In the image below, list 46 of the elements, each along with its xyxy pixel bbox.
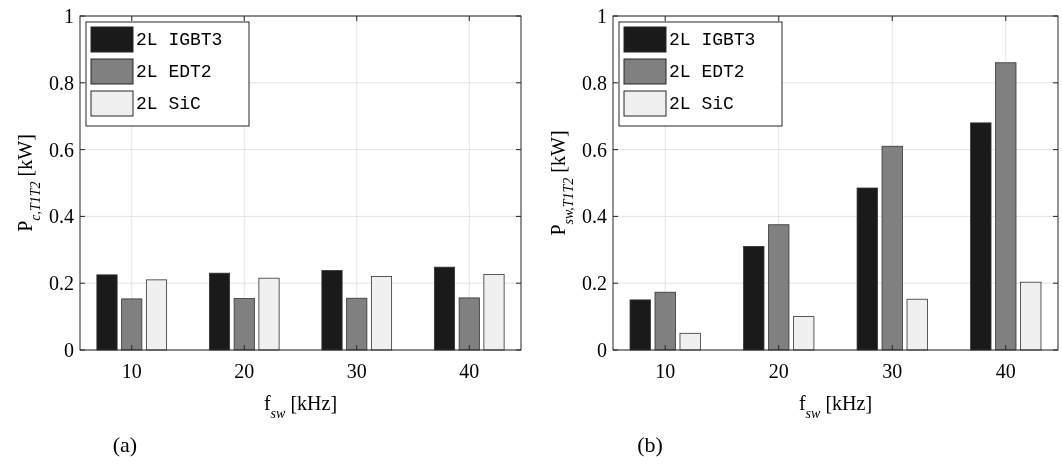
x-tick-label: 10 [655,360,676,382]
y-tick-label: 0.8 [49,71,74,94]
x-tick-label: 30 [882,360,903,382]
bar [679,332,701,351]
bar [233,298,255,351]
x-tick-label: 10 [121,360,142,382]
legend-label: 2L EDT2 [669,62,745,82]
bar [881,145,903,351]
y-tick-label: 0.8 [582,71,607,94]
y-tick-label: 0.6 [582,138,607,161]
y-tick-label: 0 [597,339,607,361]
bar [458,297,480,351]
y-tick-label: 0.2 [49,272,74,295]
legend-label: 2L SiC [136,94,202,114]
legend-label: 2L SiC [669,94,735,114]
bar [258,277,280,351]
x-tick-label: 40 [995,360,1016,382]
x-tick-label: 20 [234,360,255,382]
bar [793,316,815,351]
bar [1020,281,1042,351]
x-tick-label: 30 [346,360,367,382]
y-tick-label: 1 [64,5,74,27]
y-tick-label: 0.2 [582,272,607,295]
x-axis-title: f$_{sw}$ [kHz] [798,392,873,421]
y-tick-label: 0.6 [49,138,74,161]
text: (a) [112,432,138,457]
x-axis-title: f$_{sw}$ [kHz] [263,392,338,421]
y-tick-label: 0.4 [582,205,607,228]
y-tick-label: 0 [64,339,74,361]
bar [768,224,790,351]
y-tick-label: 1 [597,5,607,27]
bar [906,298,928,351]
legend-label: 2L IGBT3 [136,30,223,50]
bar [346,297,368,351]
x-tick-label: 20 [768,360,789,382]
legend-label: 2L IGBT3 [669,30,756,50]
bar [654,291,676,351]
bar [483,274,505,351]
x-tick-label: 40 [459,360,480,382]
bar [145,279,168,351]
bar [121,298,143,351]
bar [995,62,1017,351]
y-tick-label: 0.4 [49,205,74,228]
bar [370,276,393,351]
text: (b) [637,432,663,457]
legend-label: 2L EDT2 [136,62,212,82]
